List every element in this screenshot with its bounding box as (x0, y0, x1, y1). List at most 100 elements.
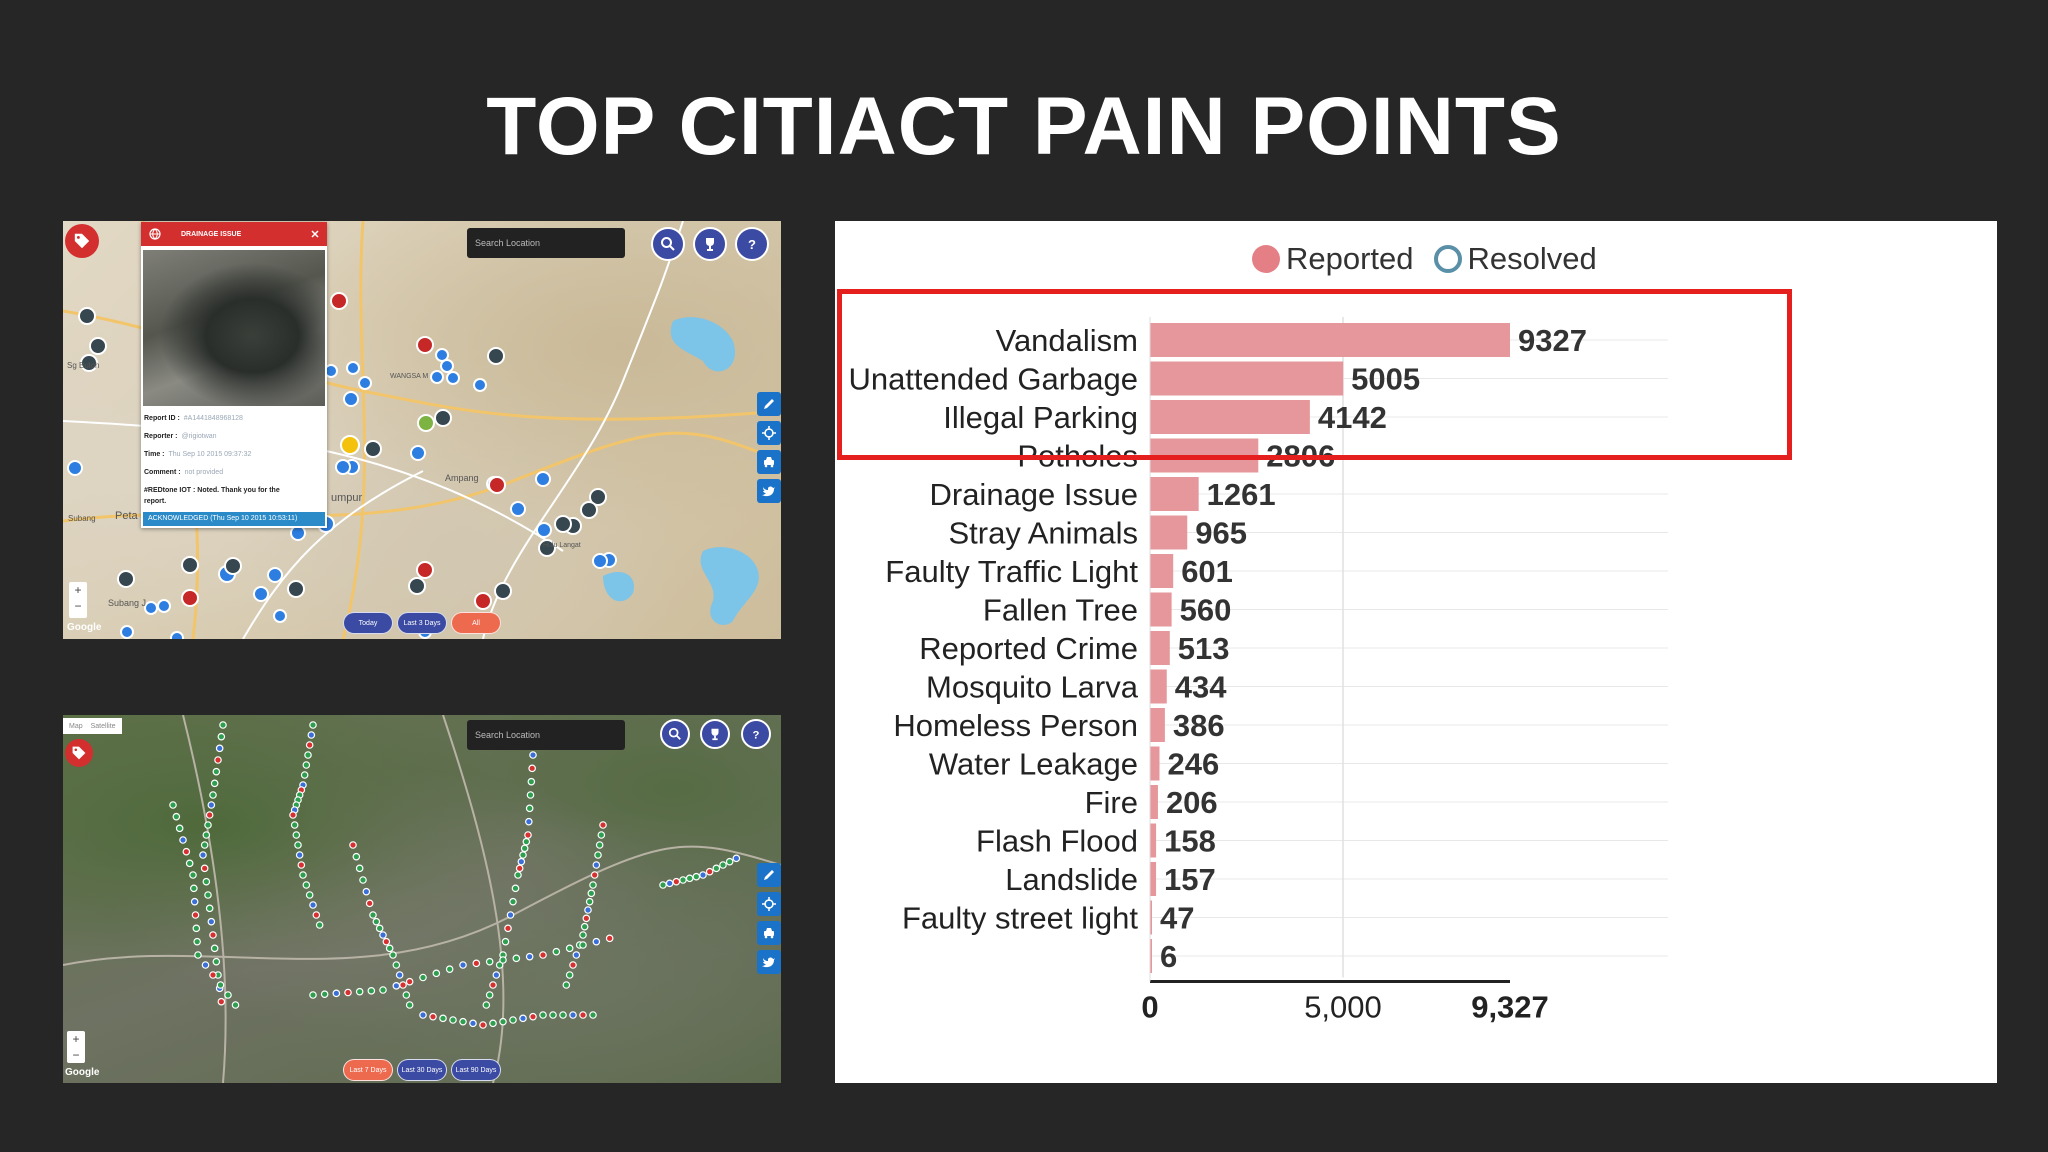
report-marker[interactable] (169, 801, 177, 809)
report-marker[interactable] (419, 1011, 427, 1019)
filter-all-button[interactable]: All (451, 612, 501, 634)
legend-item-resolved[interactable]: Resolved (1433, 241, 1597, 277)
report-marker[interactable] (549, 1011, 557, 1019)
search-button[interactable] (651, 227, 685, 261)
bar[interactable] (1150, 862, 1157, 896)
filter-today-button[interactable]: Today (343, 612, 393, 634)
report-marker[interactable] (320, 990, 329, 998)
report-marker[interactable] (207, 917, 216, 926)
report-marker[interactable] (305, 741, 314, 749)
search-location-input[interactable]: Search Location (467, 720, 625, 750)
locate-button[interactable] (757, 892, 781, 916)
tag-button[interactable] (65, 739, 93, 767)
report-marker[interactable] (517, 857, 526, 866)
bar[interactable] (1150, 823, 1157, 858)
report-marker[interactable] (459, 961, 467, 969)
report-marker[interactable] (349, 841, 357, 849)
report-marker[interactable] (379, 931, 387, 939)
report-marker[interactable] (392, 982, 401, 990)
report-marker[interactable] (192, 924, 201, 933)
report-marker[interactable] (201, 961, 210, 969)
report-marker[interactable] (679, 876, 687, 884)
report-marker[interactable] (185, 859, 194, 868)
zoom-control[interactable]: + − (67, 1031, 85, 1063)
zoom-in-button[interactable]: + (74, 583, 82, 597)
report-marker[interactable] (659, 881, 667, 889)
report-marker[interactable] (210, 944, 219, 953)
report-marker[interactable] (539, 1011, 547, 1019)
edit-button[interactable] (757, 392, 781, 416)
report-marker[interactable] (392, 961, 401, 969)
bar[interactable] (1150, 592, 1172, 627)
report-marker[interactable] (294, 841, 302, 849)
tag-button[interactable] (65, 224, 99, 258)
leaderboard-button[interactable] (693, 227, 727, 261)
filter-last-7-days-button[interactable]: Last 7 Days (343, 1059, 393, 1081)
report-marker[interactable] (190, 897, 199, 906)
report-marker[interactable] (182, 847, 191, 856)
report-marker[interactable] (594, 851, 602, 859)
report-marker[interactable] (552, 947, 561, 956)
report-marker[interactable] (419, 973, 427, 982)
report-marker[interactable] (528, 764, 536, 773)
report-marker[interactable] (194, 951, 202, 959)
report-marker[interactable] (395, 971, 404, 979)
map-type-toggle[interactable]: Map Satellite (63, 718, 122, 734)
report-marker[interactable] (292, 831, 301, 839)
report-marker[interactable] (299, 871, 307, 879)
report-marker[interactable] (565, 971, 574, 979)
report-marker[interactable] (289, 811, 297, 819)
report-marker[interactable] (504, 924, 512, 933)
report-marker[interactable] (362, 887, 371, 896)
map-panel-satellite[interactable]: Map Satellite Search Location ? + − (63, 715, 781, 1083)
report-marker[interactable] (520, 844, 529, 853)
report-marker[interactable] (559, 1011, 567, 1019)
report-marker[interactable] (519, 851, 527, 859)
report-marker[interactable] (295, 851, 304, 859)
report-marker[interactable] (489, 1019, 497, 1028)
report-marker[interactable] (472, 959, 481, 968)
report-marker[interactable] (445, 965, 454, 973)
twitter-button[interactable] (757, 950, 781, 974)
zoom-control[interactable]: + − (69, 582, 87, 618)
bar[interactable] (1150, 515, 1188, 550)
report-marker[interactable] (501, 937, 510, 946)
report-marker[interactable] (449, 1016, 457, 1024)
bar[interactable] (1150, 631, 1170, 665)
report-marker[interactable] (511, 884, 520, 893)
report-marker[interactable] (514, 871, 522, 879)
report-marker[interactable] (685, 874, 694, 883)
report-marker[interactable] (580, 922, 589, 931)
report-marker[interactable] (309, 901, 317, 909)
report-marker[interactable] (302, 881, 311, 889)
report-marker[interactable] (375, 924, 384, 933)
report-marker[interactable] (332, 989, 341, 998)
help-button[interactable]: ? (741, 719, 771, 749)
report-marker[interactable] (355, 864, 364, 873)
report-marker[interactable] (485, 957, 494, 966)
report-marker[interactable] (209, 791, 217, 799)
report-marker[interactable] (309, 991, 317, 999)
report-marker[interactable] (589, 881, 597, 889)
help-button[interactable]: ? (735, 227, 769, 261)
report-marker[interactable] (459, 1017, 467, 1026)
edit-button[interactable] (757, 863, 781, 887)
bar[interactable] (1150, 900, 1152, 935)
bar[interactable] (1150, 400, 1310, 434)
map-panel-street[interactable]: umpur Peta Subang Ampang WANGSA M Sg Bul… (63, 221, 781, 639)
report-marker[interactable] (344, 988, 352, 997)
report-marker[interactable] (405, 977, 414, 986)
report-marker[interactable] (506, 911, 515, 919)
report-marker[interactable] (592, 937, 601, 946)
report-marker[interactable] (529, 1012, 537, 1021)
report-marker[interactable] (191, 911, 200, 919)
bar[interactable] (1150, 477, 1199, 511)
report-marker[interactable] (665, 879, 674, 888)
report-marker[interactable] (216, 981, 225, 989)
report-marker[interactable] (719, 861, 727, 869)
report-marker[interactable] (499, 956, 507, 964)
report-marker[interactable] (519, 1014, 527, 1023)
report-marker[interactable] (290, 821, 299, 829)
report-marker[interactable] (200, 864, 209, 873)
report-marker[interactable] (562, 981, 571, 989)
